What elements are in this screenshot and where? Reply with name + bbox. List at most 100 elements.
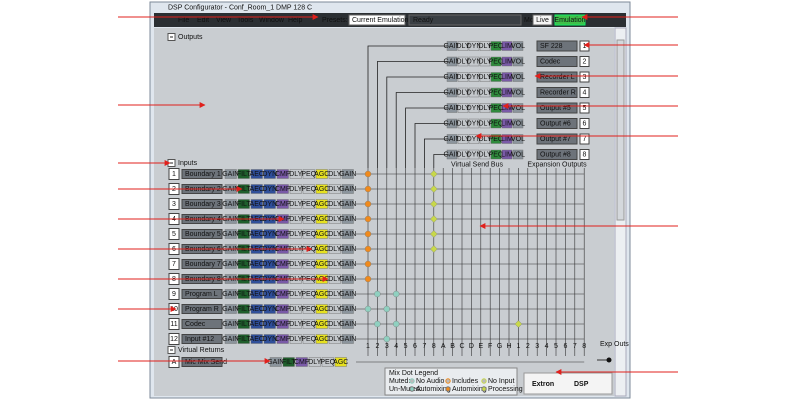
output-block[interactable]: [468, 118, 480, 129]
input-block[interactable]: [315, 229, 328, 239]
output-name-box[interactable]: [536, 56, 578, 67]
output-block[interactable]: [457, 41, 469, 51]
input-block[interactable]: [315, 199, 328, 209]
input-block[interactable]: [237, 259, 250, 269]
return-block[interactable]: [308, 357, 321, 367]
input-block[interactable]: [250, 229, 263, 239]
input-block[interactable]: [341, 229, 354, 239]
output-block[interactable]: [512, 149, 524, 160]
input-block[interactable]: [328, 289, 341, 299]
output-block[interactable]: [479, 134, 491, 144]
input-block[interactable]: [250, 289, 263, 299]
output-block[interactable]: [457, 56, 469, 67]
output-block[interactable]: [446, 134, 458, 144]
mix-point[interactable]: [374, 290, 381, 298]
output-block[interactable]: [468, 72, 480, 82]
input-block[interactable]: [302, 169, 315, 179]
output-block[interactable]: [446, 41, 458, 51]
input-block[interactable]: [289, 184, 302, 194]
input-block[interactable]: [302, 304, 315, 314]
output-block[interactable]: [468, 103, 480, 113]
input-block[interactable]: [315, 304, 328, 314]
output-block[interactable]: [479, 41, 491, 51]
input-block[interactable]: [302, 214, 315, 224]
input-block[interactable]: [224, 169, 237, 179]
output-block[interactable]: [512, 87, 524, 98]
input-block[interactable]: [341, 319, 354, 329]
input-block[interactable]: [263, 289, 276, 299]
input-block[interactable]: [341, 214, 354, 224]
return-block[interactable]: [295, 357, 308, 367]
input-block[interactable]: [250, 184, 263, 194]
output-block[interactable]: [512, 72, 524, 82]
output-block[interactable]: [512, 41, 524, 51]
output-block[interactable]: [501, 87, 513, 98]
input-block[interactable]: [276, 304, 289, 314]
output-name-box[interactable]: [536, 118, 578, 129]
output-block[interactable]: [512, 103, 524, 113]
mix-point[interactable]: [393, 320, 400, 328]
mix-point[interactable]: [364, 185, 372, 193]
scroll-thumb[interactable]: [616, 39, 625, 221]
input-block[interactable]: [237, 304, 250, 314]
mix-point[interactable]: [430, 200, 438, 208]
input-block[interactable]: [276, 184, 289, 194]
exp-outs-knob[interactable]: [606, 357, 612, 363]
output-block[interactable]: [446, 87, 458, 98]
return-block[interactable]: [282, 357, 295, 367]
output-block[interactable]: [457, 72, 469, 82]
input-block[interactable]: [289, 289, 302, 299]
input-block[interactable]: [315, 169, 328, 179]
input-block[interactable]: [276, 169, 289, 179]
input-block[interactable]: [237, 289, 250, 299]
input-block[interactable]: [237, 169, 250, 179]
input-block[interactable]: [224, 334, 237, 344]
input-name-box[interactable]: [181, 169, 223, 179]
input-block[interactable]: [263, 184, 276, 194]
input-block[interactable]: [276, 289, 289, 299]
input-name-box[interactable]: [181, 319, 223, 329]
output-block[interactable]: [446, 72, 458, 82]
mix-point[interactable]: [393, 290, 400, 298]
output-block[interactable]: [490, 118, 502, 129]
input-block[interactable]: [341, 304, 354, 314]
output-block[interactable]: [490, 56, 502, 67]
input-block[interactable]: [289, 169, 302, 179]
output-block[interactable]: [490, 103, 502, 113]
return-block[interactable]: [321, 357, 334, 367]
input-block[interactable]: [276, 259, 289, 269]
output-block[interactable]: [490, 72, 502, 82]
input-block[interactable]: [289, 304, 302, 314]
input-block[interactable]: [328, 334, 341, 344]
input-block[interactable]: [263, 319, 276, 329]
input-block[interactable]: [224, 229, 237, 239]
mix-point[interactable]: [364, 200, 372, 208]
input-block[interactable]: [237, 334, 250, 344]
mix-point[interactable]: [430, 215, 438, 223]
input-block[interactable]: [250, 304, 263, 314]
output-block[interactable]: [479, 103, 491, 113]
output-block[interactable]: [457, 149, 469, 160]
input-block[interactable]: [302, 229, 315, 239]
input-block[interactable]: [224, 199, 237, 209]
input-block[interactable]: [328, 169, 341, 179]
input-block[interactable]: [250, 334, 263, 344]
input-block[interactable]: [302, 319, 315, 329]
return-name-box[interactable]: [181, 357, 223, 367]
input-block[interactable]: [263, 169, 276, 179]
output-block[interactable]: [446, 56, 458, 67]
output-block[interactable]: [468, 41, 480, 51]
input-block[interactable]: [276, 334, 289, 344]
input-block[interactable]: [302, 199, 315, 209]
preset-dropdown[interactable]: [348, 14, 406, 26]
output-block[interactable]: [490, 87, 502, 98]
input-block[interactable]: [302, 259, 315, 269]
mix-point[interactable]: [364, 260, 372, 268]
input-block[interactable]: [250, 259, 263, 269]
live-button[interactable]: [532, 14, 553, 26]
input-block[interactable]: [341, 169, 354, 179]
mix-point[interactable]: [383, 305, 390, 313]
output-block[interactable]: [468, 134, 480, 144]
output-block[interactable]: [457, 103, 469, 113]
input-block[interactable]: [263, 199, 276, 209]
